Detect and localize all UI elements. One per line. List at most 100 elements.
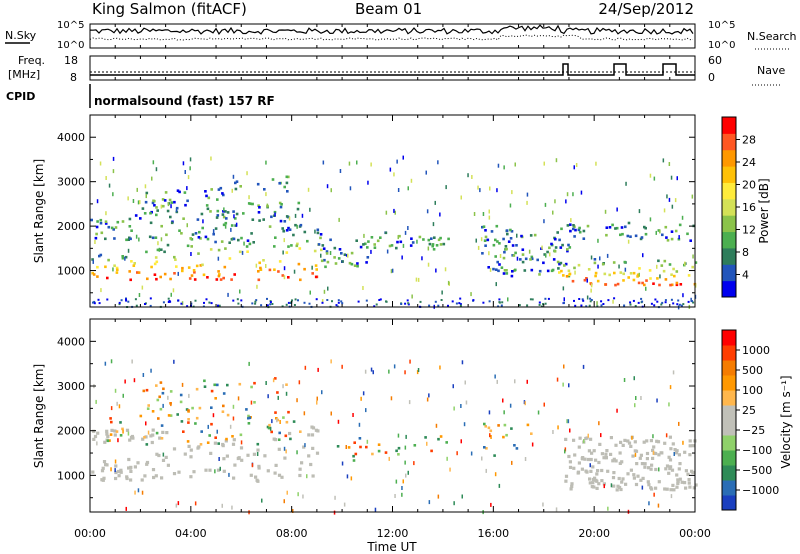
velocity-ground-cell — [600, 479, 604, 483]
power-cell — [356, 264, 359, 268]
power-cell — [434, 200, 436, 205]
power-cell — [616, 207, 618, 212]
power-cell — [482, 301, 485, 304]
velocity-cell — [317, 367, 319, 372]
power-cell — [546, 269, 550, 273]
velocity-cell — [210, 406, 213, 409]
power-cell — [325, 250, 329, 253]
power-cell — [191, 233, 195, 236]
velocity-cell — [652, 450, 655, 455]
power-cell — [557, 267, 560, 270]
velocity-ground-cell — [676, 478, 680, 482]
velocity-ground-cell — [315, 451, 320, 455]
power-cell — [507, 297, 509, 302]
power-cell — [590, 255, 593, 260]
power-cell — [552, 210, 554, 215]
power-cell — [125, 238, 128, 242]
velocity-cell — [568, 383, 570, 388]
velocity-cell — [274, 411, 277, 414]
velocity-ground-cell — [591, 465, 595, 469]
power-cell — [632, 299, 635, 302]
power-cell — [249, 202, 252, 206]
power-cell — [210, 302, 213, 305]
velocity-cell — [600, 433, 602, 438]
velocity-ground-cell — [589, 469, 593, 473]
velocity-ground-cell — [256, 448, 260, 452]
power-cell — [92, 273, 96, 276]
velocity-cell — [251, 463, 254, 468]
power-cell — [404, 302, 407, 305]
power-cell — [205, 204, 209, 207]
velocity-cell — [159, 381, 163, 384]
velocity-ground-cell — [314, 428, 318, 432]
velocity-ground-cell — [602, 482, 606, 486]
power-cell — [578, 298, 581, 300]
power-cell — [202, 219, 204, 224]
velocity-ground-cell — [300, 461, 304, 465]
velocity-cell — [170, 402, 172, 407]
velocity-cell — [657, 503, 660, 508]
power-cell — [163, 199, 167, 202]
power-cell — [242, 212, 245, 215]
nsky-panel: N.Sky 10^5 10^0 10^5 10^0 N.Search — [5, 20, 797, 51]
power-cell — [629, 303, 632, 306]
velocity-cell — [157, 417, 160, 420]
power-cell — [186, 199, 189, 203]
power-cell — [186, 244, 190, 248]
power-cell — [431, 243, 435, 246]
power-cell — [390, 244, 394, 247]
velocity-cell — [449, 467, 451, 472]
velocity-cell — [187, 418, 190, 421]
velocity-ytick-label: 3000 — [57, 380, 85, 393]
power-cell — [297, 201, 301, 205]
velocity-cell — [299, 430, 302, 433]
velocity-cell — [116, 401, 118, 406]
velocity-colorbar-swatch — [722, 435, 736, 451]
power-cell — [196, 218, 200, 221]
velocity-cell — [366, 439, 369, 444]
velocity-cell — [552, 430, 554, 434]
velocity-ground-cell — [618, 461, 622, 465]
velocity-cell — [277, 438, 281, 441]
power-cell — [186, 305, 189, 308]
power-cell — [543, 161, 545, 166]
velocity-cell — [143, 436, 146, 439]
velocity-cell — [566, 419, 568, 424]
power-cell — [682, 303, 685, 306]
velocity-ground-cell — [161, 430, 165, 434]
velocity-ground-cell — [189, 455, 193, 459]
power-cell — [112, 192, 114, 197]
power-cell — [692, 301, 695, 304]
power-cell — [266, 203, 269, 208]
power-cell — [458, 302, 461, 305]
velocity-ground-cell — [586, 457, 591, 462]
power-cell — [210, 156, 212, 161]
power-cell — [599, 256, 601, 261]
velocity-cell — [122, 429, 124, 434]
power-cell — [303, 301, 306, 304]
power-cell — [149, 221, 153, 225]
velocity-cell — [388, 369, 390, 374]
power-cell — [623, 304, 626, 307]
velocity-cell — [496, 379, 498, 384]
power-cell — [144, 303, 146, 305]
velocity-cell — [563, 364, 565, 369]
power-cell — [163, 250, 166, 254]
power-cell — [490, 230, 494, 233]
power-cell — [138, 237, 140, 242]
power-cell — [586, 295, 589, 300]
power-ytick-label: 2000 — [57, 220, 85, 233]
power-cell — [445, 185, 447, 190]
velocity-ground-cell — [691, 444, 695, 448]
velocity-cell — [286, 490, 288, 495]
velocity-cell — [603, 484, 605, 489]
power-cell — [162, 204, 165, 208]
power-cell — [290, 244, 293, 247]
velocity-ground-cell — [651, 448, 655, 452]
power-cell — [233, 214, 235, 219]
power-cell — [223, 207, 225, 212]
velocity-cell — [182, 430, 185, 433]
power-cell — [206, 276, 209, 279]
power-cell — [477, 245, 480, 250]
